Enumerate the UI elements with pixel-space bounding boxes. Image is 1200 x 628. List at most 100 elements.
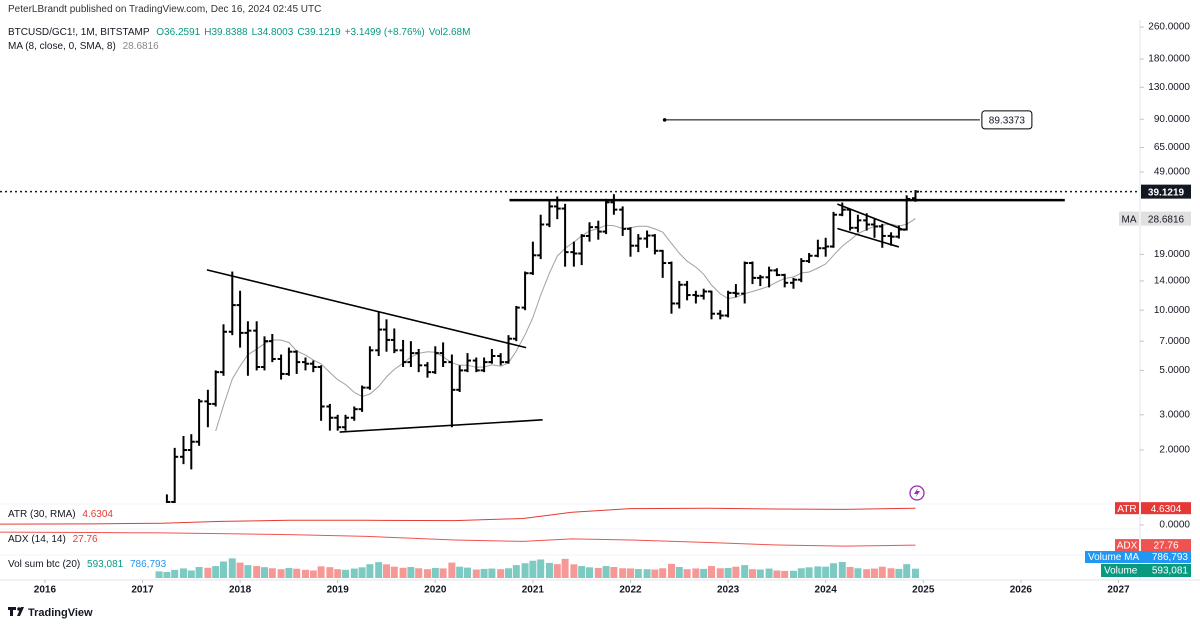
indicator-tick-label: 0.0000 (1159, 520, 1190, 531)
x-tick-label: 2021 (522, 585, 545, 596)
volume-bar (878, 566, 886, 578)
y-tick-label: 7.0000 (1159, 336, 1190, 347)
indicator-badge-name-box (1115, 502, 1139, 515)
volume-bar (814, 566, 822, 578)
atr-value: 4.6304 (82, 509, 113, 520)
volume-bar (895, 568, 903, 578)
volume-bar (903, 564, 911, 578)
volume-bar (236, 562, 244, 578)
volume-bar (789, 570, 797, 578)
indicator-badge-label: 27.76 (1153, 541, 1178, 552)
volume-bar (610, 567, 618, 578)
indicator-line (0, 507, 916, 525)
volume-bar (212, 566, 220, 578)
volume-ma-badge-label: 786,793 (1152, 552, 1189, 563)
y-tick-label: 3.0000 (1159, 409, 1190, 420)
volume-ma-badge-name: Volume MA (1088, 552, 1139, 563)
x-tick-label: 2023 (717, 585, 740, 596)
ma-badge-label: 28.6816 (1148, 214, 1185, 225)
volume-bar (431, 567, 439, 578)
alert-icon[interactable] (909, 485, 925, 501)
volume-bar (829, 563, 837, 578)
publisher: PeterLBrandt published on TradingView.co… (8, 4, 322, 15)
volume-name: Vol sum btc (20) (8, 559, 81, 570)
volume-badge-label: 593,081 (1152, 566, 1189, 577)
volume-bar (716, 568, 724, 578)
volume-bar (870, 568, 878, 578)
quote-field: O36.2591 (156, 27, 201, 38)
volume-bar (195, 567, 203, 578)
trend-line (837, 227, 900, 248)
ray-anchor (662, 118, 667, 122)
volume-bar (692, 568, 700, 578)
quote-field: C39.1219 (297, 27, 341, 38)
volume-bar (415, 568, 423, 578)
x-tick-label: 2020 (424, 585, 447, 596)
volume-bar (497, 569, 505, 578)
adx-value: 27.76 (72, 534, 98, 545)
ma-legend: MA (8, close, 0, SMA, 8) 28.6816 (8, 41, 163, 52)
last-price-badge (1141, 184, 1191, 199)
indicator-badge (1141, 539, 1191, 552)
volume-bar (626, 568, 634, 578)
volume-bar (675, 567, 683, 578)
atr-name: ATR (30, RMA) (8, 509, 76, 520)
volume-bar (399, 567, 407, 578)
quote: O36.2591 H39.8388 L34.8003 C39.1219 +3.1499 … (156, 27, 474, 38)
volume-bar (887, 568, 895, 578)
volume-bar (838, 561, 846, 578)
volume-bar (911, 568, 919, 578)
volume-bar (741, 565, 749, 578)
volume-bar (521, 563, 529, 578)
volume-bar (512, 565, 520, 578)
ma-badge-name: MA (1122, 214, 1137, 225)
y-tick-label: 130.0000 (1148, 82, 1190, 93)
volume-bar (545, 562, 553, 578)
volume-bar (155, 571, 163, 578)
price-pane (165, 190, 1065, 503)
volume-bar (253, 566, 261, 578)
volume-bar (309, 570, 317, 578)
adx-name: ADX (14, 14) (8, 534, 66, 545)
volume-bar (423, 569, 431, 578)
volume-bar (707, 566, 715, 578)
quote-field: Vol2.68M (428, 27, 471, 38)
volume-bar (366, 564, 374, 578)
volume-bar (683, 569, 691, 578)
y-tick-label: 49.0000 (1154, 167, 1191, 178)
volume-bar (358, 567, 366, 578)
volume-bar (244, 565, 252, 578)
volume-bar (659, 568, 667, 578)
volume-bar (448, 562, 456, 578)
adx-legend: ADX (14, 14) 27.76 (8, 534, 102, 545)
volume-bar (317, 566, 325, 578)
volume-ma-badge (1085, 551, 1191, 563)
volume-bar (643, 569, 651, 578)
volume-bar (602, 566, 610, 578)
x-tick-label: 2017 (131, 585, 154, 596)
volume-bar (585, 567, 593, 578)
indicator-badge-name: ADX (1117, 541, 1138, 552)
y-tick-label: 260.0000 (1148, 22, 1190, 33)
volume-bar (439, 568, 447, 578)
volume-bar (407, 567, 415, 578)
volume-bar (846, 567, 854, 578)
volume-bar (667, 563, 675, 578)
volume-bar (854, 568, 862, 578)
volume-ma-value: 786,793 (129, 559, 167, 570)
volume-bar (341, 569, 349, 578)
volume-bar (472, 569, 480, 578)
volume-bar (805, 567, 813, 578)
y-tick-label: 5.0000 (1159, 365, 1190, 376)
x-tick-label: 2026 (1010, 585, 1033, 596)
volume-bar (277, 569, 285, 578)
volume-bar (570, 564, 578, 578)
ma-badge (1141, 211, 1191, 226)
alert-bolt (914, 488, 920, 498)
volume-bar (480, 568, 488, 578)
volume-bar (293, 568, 301, 578)
quote-field: +3.1499 (+8.76%) (344, 27, 425, 38)
indicator-badge-label: 4.6304 (1151, 504, 1182, 515)
